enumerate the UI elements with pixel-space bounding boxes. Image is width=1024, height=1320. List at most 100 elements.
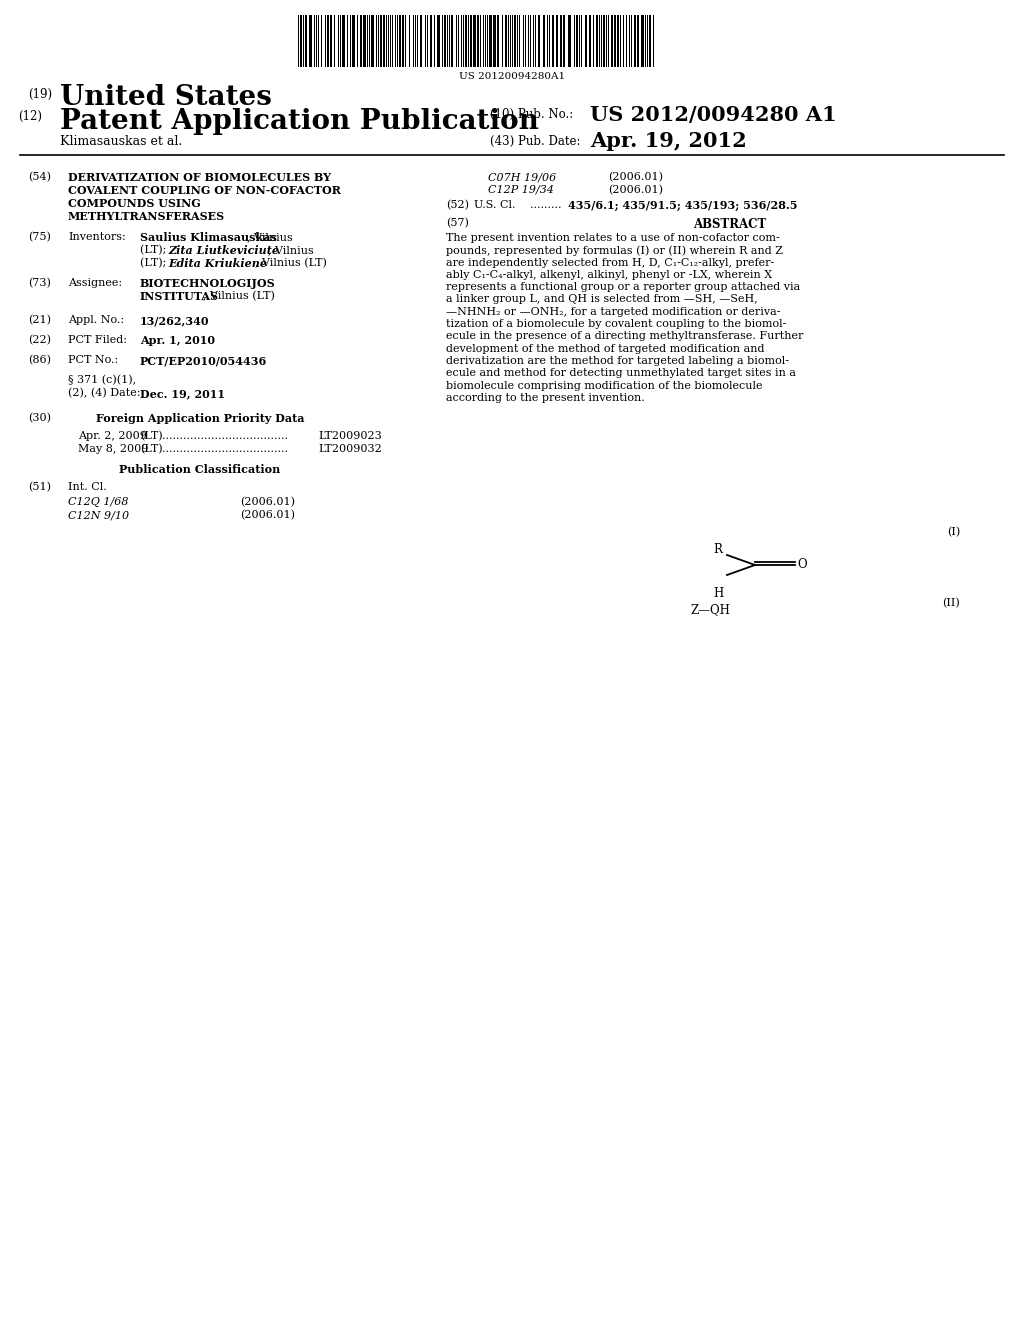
Text: LT2009032: LT2009032 — [318, 444, 382, 454]
Text: a linker group L, and QH is selected from —SH, —SeH,: a linker group L, and QH is selected fro… — [446, 294, 758, 305]
Text: O: O — [797, 557, 807, 570]
Text: C07H 19/06: C07H 19/06 — [488, 172, 556, 182]
Text: LT2009023: LT2009023 — [318, 432, 382, 441]
Text: Saulius Klimasauskas: Saulius Klimasauskas — [140, 232, 276, 243]
Bar — [371, 15, 374, 67]
Text: H: H — [713, 587, 723, 601]
Text: (43) Pub. Date:: (43) Pub. Date: — [490, 135, 581, 148]
Text: Int. Cl.: Int. Cl. — [68, 482, 106, 492]
Text: DERIVATIZATION OF BIOMOLECULES BY: DERIVATIZATION OF BIOMOLECULES BY — [68, 172, 331, 183]
Bar — [611, 15, 613, 67]
Bar — [575, 15, 578, 67]
Text: are independently selected from H, D, C₁-C₁₂-alkyl, prefer-: are independently selected from H, D, C₁… — [446, 257, 774, 268]
Bar — [614, 15, 616, 67]
Text: United States: United States — [60, 84, 272, 111]
Text: ....................................: .................................... — [162, 444, 288, 454]
Text: .........: ......... — [530, 201, 561, 210]
Bar — [465, 15, 467, 67]
Text: ecule and method for detecting unmethylated target sites in a: ecule and method for detecting unmethyla… — [446, 368, 796, 379]
Text: (10) Pub. No.:: (10) Pub. No.: — [490, 108, 573, 121]
Bar — [538, 15, 540, 67]
Text: 435/6.1; 435/91.5; 435/193; 536/28.5: 435/6.1; 435/91.5; 435/193; 536/28.5 — [568, 201, 798, 211]
Bar — [362, 15, 366, 67]
Text: COVALENT COUPLING OF NON-COFACTOR: COVALENT COUPLING OF NON-COFACTOR — [68, 185, 341, 195]
Text: (22): (22) — [28, 335, 51, 346]
Text: Zita Liutkeviciute: Zita Liutkeviciute — [168, 246, 279, 256]
Text: (I): (I) — [947, 527, 961, 537]
Text: PCT Filed:: PCT Filed: — [68, 335, 127, 345]
Bar — [451, 15, 453, 67]
Text: (2), (4) Date:: (2), (4) Date: — [68, 388, 140, 399]
Text: C12Q 1/68: C12Q 1/68 — [68, 498, 128, 507]
Text: 13/262,340: 13/262,340 — [140, 315, 210, 326]
Text: US 2012/0094280 A1: US 2012/0094280 A1 — [590, 106, 837, 125]
Bar — [430, 15, 432, 67]
Text: BIOTECHNOLOGIJOS: BIOTECHNOLOGIJOS — [140, 279, 275, 289]
Text: C12N 9/10: C12N 9/10 — [68, 510, 129, 520]
Bar — [493, 15, 496, 67]
Bar — [560, 15, 562, 67]
Text: C12P 19/34: C12P 19/34 — [488, 185, 554, 195]
Text: (51): (51) — [28, 482, 51, 492]
Text: INSTITUTAS: INSTITUTAS — [140, 290, 219, 302]
Text: Dec. 19, 2011: Dec. 19, 2011 — [140, 388, 225, 399]
Text: (LT);: (LT); — [140, 246, 170, 255]
Text: (30): (30) — [28, 413, 51, 424]
Bar — [383, 15, 385, 67]
Text: according to the present invention.: according to the present invention. — [446, 393, 645, 403]
Text: ecule in the presence of a directing methyltransferase. Further: ecule in the presence of a directing met… — [446, 331, 804, 342]
Bar — [470, 15, 472, 67]
Bar — [300, 15, 302, 67]
Text: (19): (19) — [28, 88, 52, 102]
Bar — [505, 15, 507, 67]
Text: (2006.01): (2006.01) — [240, 510, 295, 520]
Text: Z—QH: Z—QH — [690, 603, 730, 616]
Text: (LT): (LT) — [140, 444, 163, 454]
Text: (57): (57) — [446, 218, 469, 228]
Text: ably C₁-C₄-alkyl, alkenyl, alkinyl, phenyl or -LX, wherein X: ably C₁-C₄-alkyl, alkenyl, alkinyl, phen… — [446, 269, 772, 280]
Text: development of the method of targeted modification and: development of the method of targeted mo… — [446, 343, 765, 354]
Bar — [352, 15, 355, 67]
Bar — [649, 15, 651, 67]
Text: Apr. 1, 2010: Apr. 1, 2010 — [140, 335, 215, 346]
Text: ABSTRACT: ABSTRACT — [693, 218, 767, 231]
Bar — [568, 15, 571, 67]
Text: , Vilnius (LT): , Vilnius (LT) — [255, 257, 327, 268]
Text: Apr. 19, 2012: Apr. 19, 2012 — [590, 131, 746, 150]
Bar — [360, 15, 362, 67]
Text: (73): (73) — [28, 279, 51, 288]
Text: § 371 (c)(1),: § 371 (c)(1), — [68, 375, 136, 385]
Bar — [380, 15, 382, 67]
Text: (2006.01): (2006.01) — [608, 185, 663, 195]
Bar — [596, 15, 598, 67]
Bar — [603, 15, 605, 67]
Bar — [552, 15, 554, 67]
Text: R: R — [713, 543, 722, 556]
Text: Publication Classification: Publication Classification — [120, 465, 281, 475]
Text: (52): (52) — [446, 201, 469, 210]
Text: Assignee:: Assignee: — [68, 279, 122, 288]
Bar — [402, 15, 404, 67]
Bar — [489, 15, 492, 67]
Bar — [399, 15, 401, 67]
Text: US 20120094280A1: US 20120094280A1 — [459, 73, 565, 81]
Bar — [634, 15, 636, 67]
Text: (86): (86) — [28, 355, 51, 366]
Text: (12): (12) — [18, 110, 42, 123]
Text: , Vilnius: , Vilnius — [268, 246, 313, 255]
Bar — [330, 15, 332, 67]
Bar — [589, 15, 591, 67]
Text: (II): (II) — [942, 598, 961, 609]
Text: derivatization are the method for targeted labeling a biomol-: derivatization are the method for target… — [446, 356, 790, 366]
Text: Klimasauskas et al.: Klimasauskas et al. — [60, 135, 182, 148]
Text: METHYLTRANSFERASES: METHYLTRANSFERASES — [68, 211, 225, 222]
Text: Edita Kriukiene: Edita Kriukiene — [168, 257, 267, 269]
Text: (75): (75) — [28, 232, 51, 243]
Text: Apr. 2, 2009: Apr. 2, 2009 — [78, 432, 146, 441]
Bar — [585, 15, 587, 67]
Bar — [305, 15, 307, 67]
Text: —NHNH₂ or —ONH₂, for a targeted modification or deriva-: —NHNH₂ or —ONH₂, for a targeted modifica… — [446, 306, 780, 317]
Text: PCT/EP2010/054436: PCT/EP2010/054436 — [140, 355, 267, 366]
Text: (2006.01): (2006.01) — [608, 172, 663, 182]
Text: (54): (54) — [28, 172, 51, 182]
